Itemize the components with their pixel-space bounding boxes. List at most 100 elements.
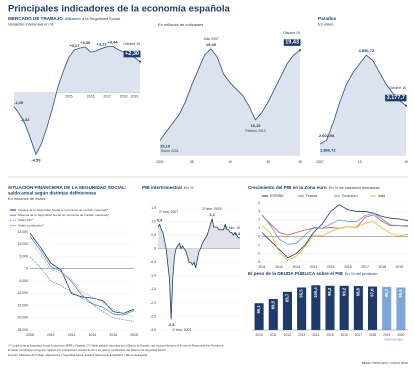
x-tick-label: 2017 — [361, 265, 369, 269]
legend-label: ESPAÑA — [270, 193, 284, 198]
annotation: Febrero 2013 — [245, 129, 265, 133]
x-tick-label: 2016 — [87, 94, 95, 98]
panel-note: En % del producto — [345, 271, 378, 276]
value-label: 95,5 — [398, 289, 403, 298]
line — [261, 214, 408, 236]
value-label: 1.866,72 — [320, 147, 336, 152]
panel-title: Crecimiento del PIB en la Zona euro — [248, 185, 327, 190]
value-label-box: 3.177,7 — [387, 95, 405, 101]
panel-title: SITUACIÓN FINANCIERA DE LA SEGURIDAD SOC… — [8, 183, 127, 190]
x-tick-label: 2015 — [326, 333, 333, 337]
x-tick-label: 2015 — [65, 94, 73, 98]
value-label: 0,4 — [234, 231, 240, 236]
x-tick-label: 2012 — [275, 265, 283, 269]
x-tick-label: 2016 — [341, 333, 348, 337]
panel-title: El peso de la DEUDA PÚBLICA sobre el PIB — [248, 270, 344, 276]
x-tick-label: 2017 — [355, 333, 362, 337]
bar — [311, 285, 321, 330]
x-tick-label: 10 — [228, 160, 232, 164]
value-label: 4.890,72 — [359, 48, 375, 53]
line — [261, 221, 409, 261]
x-tick-label: 2019 — [383, 333, 390, 337]
x-tick-label: 2010 — [47, 333, 55, 337]
value-label: 99,2 — [341, 287, 346, 296]
value-label: 2.002,94 — [319, 133, 335, 138]
value-box — [123, 50, 141, 58]
point — [405, 104, 407, 107]
line — [29, 241, 135, 318]
line — [319, 54, 407, 145]
x-tick-label: 2014 — [312, 333, 319, 337]
x-tick-label: 2019 — [131, 94, 139, 98]
y-tick-label: -1,5 — [150, 287, 156, 291]
y-tick-label: -25.000 — [17, 328, 29, 332]
x-tick-label: 2018 — [369, 333, 376, 337]
annotation: Octubre 19 — [283, 31, 300, 35]
legend-label: Sistema de la Seguridad Social (en térmi… — [18, 213, 110, 217]
value-label: -1,05 — [14, 100, 24, 105]
bar — [325, 285, 335, 330]
y-tick-label: -3 — [257, 260, 260, 264]
y-tick-label: -20.000 — [17, 316, 29, 320]
panel-subtitle: Variación interanual en % — [8, 22, 54, 27]
annotation: 2º trim. 2015 — [202, 207, 221, 211]
bar — [297, 287, 307, 330]
y-tick-label: 3 — [258, 209, 260, 213]
panel-title: saldo anual según distintas definiciones — [8, 191, 97, 196]
point — [139, 60, 141, 63]
value-label: 97,6 — [370, 288, 375, 297]
panel-title: Parados — [318, 16, 337, 21]
annotation: Octubre 19 — [389, 86, 406, 90]
annotation: Octubre 19 — [123, 42, 140, 46]
value-label: 19,49 — [206, 42, 217, 47]
x-tick-label: 2015 — [327, 265, 335, 269]
y-tick-label: 5.000 — [20, 254, 29, 258]
footnote: (*) Conjunto de la Seguridad Social (inc… — [8, 344, 224, 348]
legend-label: Saldo contributivo* — [18, 223, 45, 227]
x-tick-label: 05 — [190, 160, 194, 164]
x-tick-label: 2019 — [396, 265, 404, 269]
value-box — [385, 94, 407, 102]
bar — [368, 286, 378, 330]
x-tick-label: 2013 — [293, 265, 301, 269]
area-fill — [158, 218, 240, 320]
panel-subtitle: En millones de euros — [8, 196, 45, 201]
value-label: 99,3 — [327, 287, 332, 296]
line — [261, 204, 409, 259]
line — [29, 256, 135, 322]
bar — [282, 291, 292, 330]
y-tick-label: -1,0 — [150, 274, 156, 278]
line — [261, 212, 409, 245]
annotation: 1º trim. 2009 — [172, 328, 191, 332]
panel-note: En % de variación interanual — [329, 185, 380, 190]
x-tick-label: 2018 — [130, 333, 138, 337]
y-tick-label: -0,5 — [150, 260, 156, 264]
line — [29, 236, 135, 316]
value-label: 100,4 — [313, 287, 318, 298]
value-label: 85,7 — [285, 293, 290, 302]
x-tick-label: 2018 — [120, 94, 128, 98]
value-label: 15,19 — [160, 143, 171, 148]
bar — [254, 303, 264, 330]
panel-subtitle: En miles — [318, 22, 333, 27]
x-tick-label: 2014 — [89, 333, 97, 337]
legend-label: Zona euro — [342, 194, 358, 198]
y-tick-label: 0 — [154, 247, 156, 251]
y-tick-label: 1 — [258, 226, 260, 230]
x-tick-label: 2011 — [258, 265, 265, 269]
annotation: 3º trim. 19 — [225, 226, 240, 230]
value-label: +3,44 — [108, 39, 119, 44]
x-tick-label: 2014 — [310, 265, 318, 269]
value-label: 69,5 — [270, 300, 275, 309]
value-box — [283, 39, 301, 46]
y-tick-label: -2 — [257, 251, 260, 255]
bar — [382, 286, 392, 330]
value-label: 96,7 — [384, 288, 389, 297]
annotation: Enero 2001 — [161, 149, 179, 153]
legend-label: Francia — [306, 194, 317, 198]
line — [157, 218, 240, 320]
value-label: 98,6 — [355, 287, 360, 296]
y-tick-label: 10.000 — [18, 242, 28, 246]
value-label-box: +2,30 — [125, 51, 139, 57]
